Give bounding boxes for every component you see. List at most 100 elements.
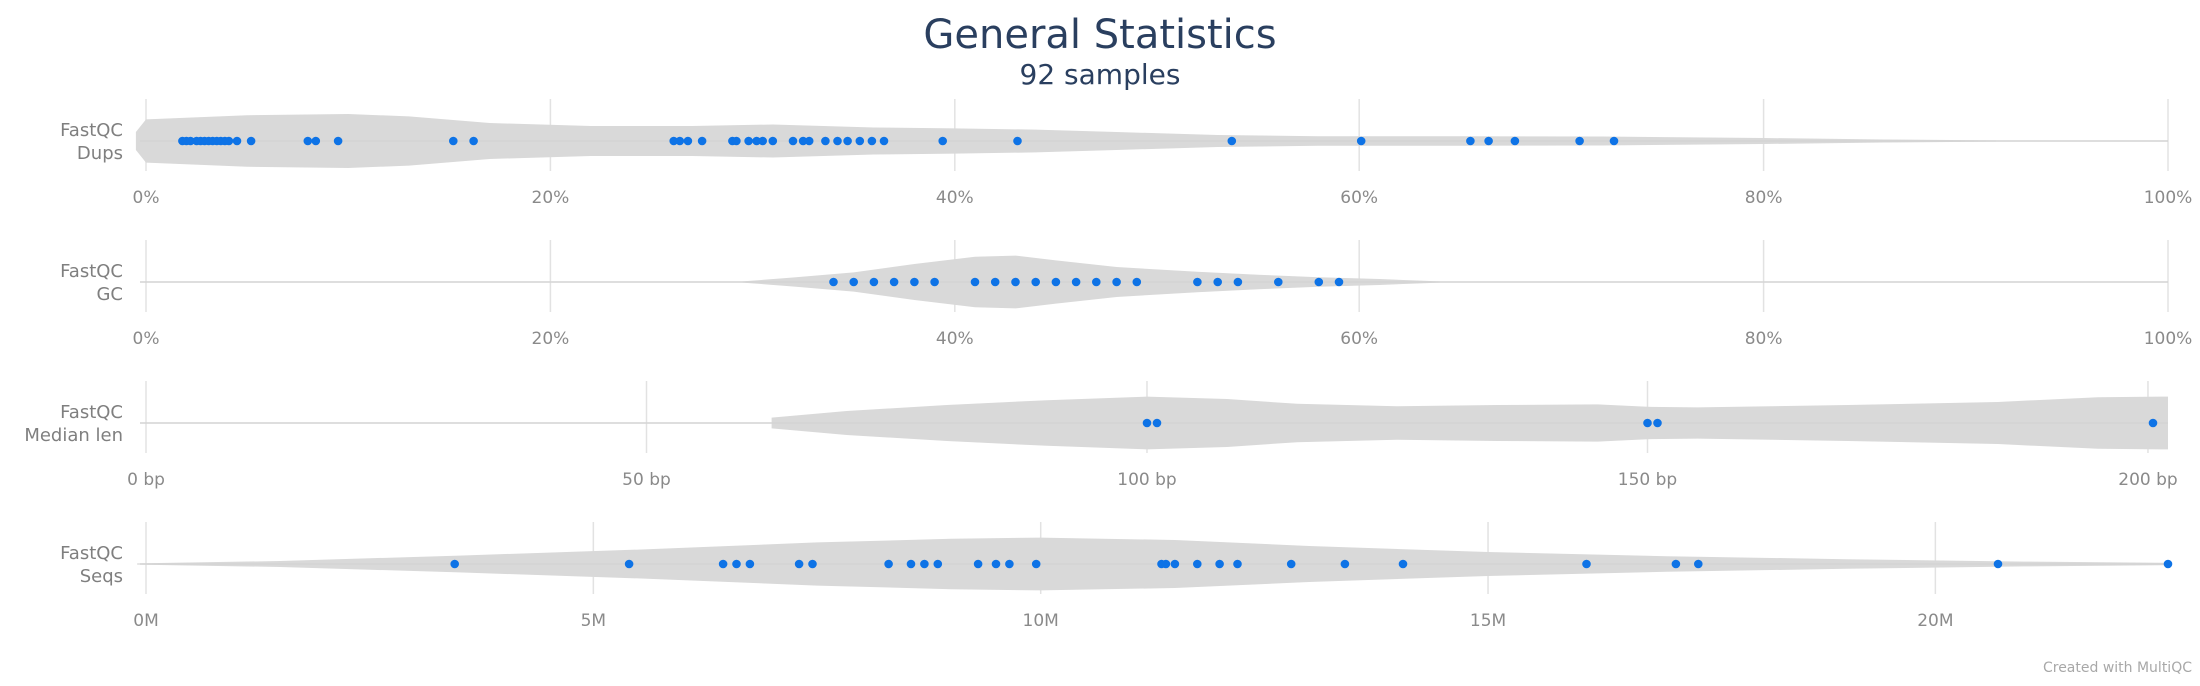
tick-label: 100% (2144, 188, 2193, 208)
credit-text: Created with MultiQC (2043, 660, 2192, 676)
data-point (1031, 559, 1041, 569)
data-point (246, 136, 256, 146)
data-point (450, 559, 460, 569)
chart-subtitle: 92 samples (1020, 58, 1181, 91)
tick-label: 60% (1340, 329, 1378, 349)
tick-label: 20M (1917, 611, 1953, 631)
tick-label: 200 bp (2118, 470, 2177, 490)
data-point (1510, 136, 1520, 146)
data-point (1286, 559, 1296, 569)
data-point (884, 559, 893, 569)
row-label: Dups (77, 143, 123, 164)
tick-label: 20% (532, 188, 570, 208)
data-point (303, 136, 313, 146)
data-point (1314, 277, 1324, 287)
row-label: Median len (24, 425, 123, 446)
data-point (1643, 418, 1652, 428)
tick-label: 100% (2144, 329, 2193, 349)
tick-label: 100 bp (1117, 470, 1176, 490)
data-point (1152, 418, 1162, 428)
data-point (808, 559, 817, 569)
data-point (186, 136, 195, 146)
data-point (869, 277, 879, 287)
data-point (1653, 418, 1662, 428)
data-point (1274, 277, 1283, 287)
data-point (821, 136, 830, 146)
data-point (1398, 559, 1408, 569)
data-point (833, 136, 842, 146)
tick-label: 0% (133, 329, 160, 349)
data-point (2148, 418, 2158, 428)
row-label: FastQC (60, 543, 123, 564)
chart-title: General Statistics (923, 12, 1276, 58)
row-label: FastQC (60, 261, 123, 282)
data-point (732, 559, 741, 569)
tick-label: 0M (133, 611, 158, 631)
data-point (798, 136, 808, 146)
data-point (2163, 559, 2173, 569)
data-point (224, 136, 234, 146)
data-point (1213, 277, 1222, 287)
data-point (1993, 559, 2003, 569)
row-label: FastQC (60, 402, 123, 423)
data-point (889, 277, 899, 287)
tick-label: 15M (1470, 611, 1506, 631)
data-point (855, 136, 865, 146)
data-point (1005, 559, 1014, 569)
data-point (829, 277, 838, 287)
row-label: FastQC (60, 120, 123, 141)
data-point (933, 559, 943, 569)
data-point (1132, 277, 1142, 287)
data-point (1051, 277, 1061, 287)
row-label: Seqs (80, 566, 123, 587)
data-point (938, 136, 947, 146)
data-point (1233, 277, 1243, 287)
data-point (683, 136, 693, 146)
data-point (1112, 277, 1121, 287)
data-point (752, 136, 761, 146)
data-point (910, 277, 919, 287)
data-point (744, 136, 753, 146)
data-point (879, 136, 889, 146)
data-point (1609, 136, 1619, 146)
data-point (1161, 559, 1171, 569)
tick-label: 20% (532, 329, 570, 349)
data-point (624, 559, 634, 569)
data-point (449, 136, 458, 146)
data-point (1340, 559, 1350, 569)
data-point (675, 136, 685, 146)
data-point (1227, 136, 1237, 146)
data-point (311, 136, 321, 146)
data-point (804, 136, 814, 146)
data-point (1092, 277, 1101, 287)
tick-label: 80% (1745, 329, 1783, 349)
data-point (849, 277, 858, 287)
data-point (669, 136, 678, 146)
data-point (973, 559, 983, 569)
data-point (1694, 559, 1703, 569)
data-point (970, 277, 980, 287)
data-point (1215, 559, 1224, 569)
data-point (1031, 277, 1040, 287)
data-point (990, 277, 1000, 287)
row-label: GC (96, 284, 123, 305)
data-point (930, 277, 939, 287)
tick-label: 50 bp (622, 470, 671, 490)
data-point (1071, 277, 1081, 287)
data-point (1193, 559, 1202, 569)
data-point (745, 559, 755, 569)
tick-label: 0 bp (127, 470, 165, 490)
data-point (920, 559, 929, 569)
data-point (1193, 277, 1202, 287)
data-point (697, 136, 707, 146)
data-point (758, 136, 767, 146)
data-point (843, 136, 852, 146)
data-point (232, 136, 242, 146)
data-point (1233, 559, 1242, 569)
